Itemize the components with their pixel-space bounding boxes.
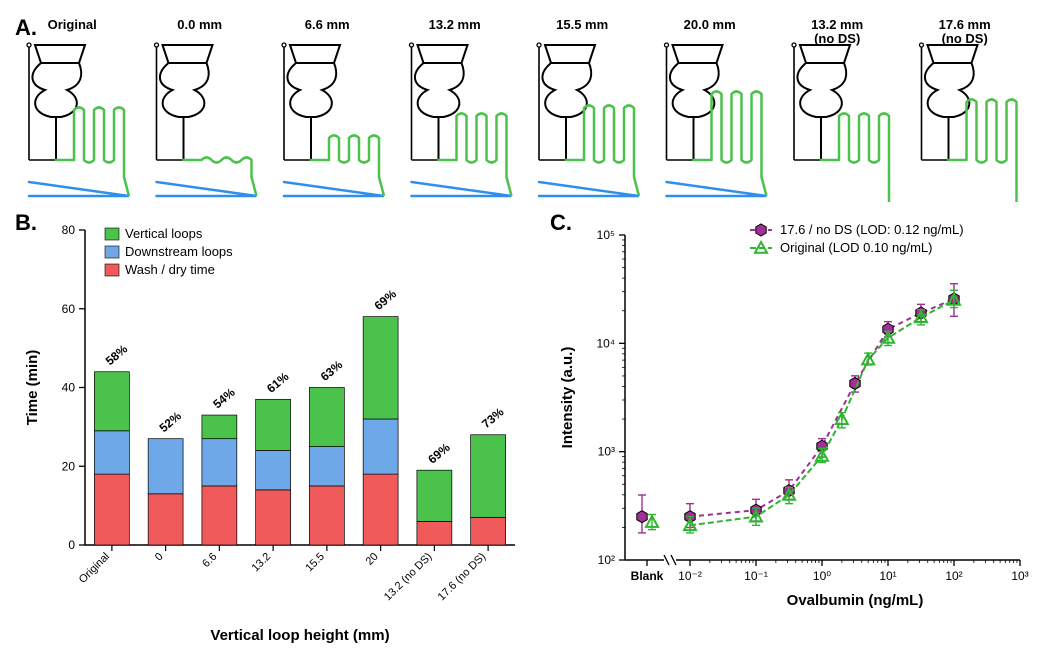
svg-text:6.6 mm: 6.6 mm [305,17,350,32]
svg-text:Blank: Blank [631,569,664,583]
panel-a: A. Original 0.0 mm 6.6 mm 13.2 mm 15.5 mm 20.… [15,15,1035,205]
svg-text:20: 20 [364,551,381,568]
svg-text:10³: 10³ [1011,569,1028,583]
svg-text:0: 0 [68,538,75,552]
svg-text:17.6 / no DS (LOD: 0.12 ng/mL: 17.6 / no DS (LOD: 0.12 ng/mL) [780,222,964,237]
svg-text:Original (LOD 0.10 ng/mL): Original (LOD 0.10 ng/mL) [780,240,932,255]
svg-text:Intensity (a.u.): Intensity (a.u.) [559,347,576,449]
svg-text:Original: Original [48,17,97,32]
svg-text:10²: 10² [945,569,962,583]
svg-text:10⁴: 10⁴ [596,336,615,350]
panel-b-svg: 0 20 40 60 80 Time (min) Vertical loop height … [15,210,525,655]
svg-text:0.0 mm: 0.0 mm [177,17,222,32]
svg-text:(no DS): (no DS) [942,31,988,46]
svg-text:52%: 52% [157,409,185,435]
panel-b: B. 0 20 40 60 80 Time (min) Vertical loop heig… [15,210,525,655]
svg-text:40: 40 [62,381,76,395]
svg-text:15.5 mm: 15.5 mm [556,17,608,32]
svg-text:10⁰: 10⁰ [813,569,831,583]
svg-text:13.2 mm: 13.2 mm [429,17,481,32]
svg-text:63%: 63% [318,357,346,383]
svg-text:Original: Original [77,551,112,586]
panel-c-label: C. [550,210,572,236]
svg-text:Vertical loop height (mm): Vertical loop height (mm) [210,627,389,644]
svg-text:Ovalbumin (ng/mL): Ovalbumin (ng/mL) [787,592,924,609]
svg-text:10²: 10² [598,553,615,567]
svg-text:58%: 58% [103,342,131,368]
svg-text:13.2 (no DS): 13.2 (no DS) [382,551,435,604]
panel-c: C. 10² 10³ 10⁴ 10⁵ 10⁻² 10⁻¹ 10⁰ 10¹ 10² 10³ Blank… [550,210,1035,655]
svg-text:17.6 (no DS): 17.6 (no DS) [436,551,489,604]
svg-text:10⁵: 10⁵ [597,228,615,242]
svg-text:10⁻²: 10⁻² [678,569,702,583]
svg-text:80: 80 [62,223,76,237]
svg-text:13.2 mm: 13.2 mm [811,17,863,32]
svg-text:Wash / dry time: Wash / dry time [125,262,215,277]
svg-text:73%: 73% [479,405,507,431]
svg-text:20.0 mm: 20.0 mm [684,17,736,32]
svg-text:Vertical loops: Vertical loops [125,226,203,241]
svg-text:6.6: 6.6 [200,551,219,570]
svg-text:17.6 mm: 17.6 mm [939,17,991,32]
svg-text:0: 0 [153,551,166,564]
svg-text:60: 60 [62,302,76,316]
svg-text:Time (min): Time (min) [24,350,41,426]
panel-b-label: B. [15,210,37,236]
svg-text:54%: 54% [210,385,238,411]
svg-text:15.5: 15.5 [303,551,327,575]
svg-text:69%: 69% [372,287,400,313]
panel-c-svg: 10² 10³ 10⁴ 10⁵ 10⁻² 10⁻¹ 10⁰ 10¹ 10² 10³ Blank Ova… [550,210,1035,655]
svg-text:10¹: 10¹ [879,569,896,583]
panel-a-svg: Original 0.0 mm 6.6 mm 13.2 mm 15.5 mm 20.0 m… [15,15,1035,205]
svg-text:61%: 61% [264,369,292,395]
svg-text:10³: 10³ [598,445,615,459]
svg-text:69%: 69% [425,440,453,466]
panel-a-label: A. [15,15,37,41]
svg-text:(no DS): (no DS) [814,31,860,46]
svg-text:10⁻¹: 10⁻¹ [744,569,768,583]
svg-text:13.2: 13.2 [250,551,274,575]
svg-text:20: 20 [62,459,76,473]
svg-text:Downstream loops: Downstream loops [125,244,233,259]
